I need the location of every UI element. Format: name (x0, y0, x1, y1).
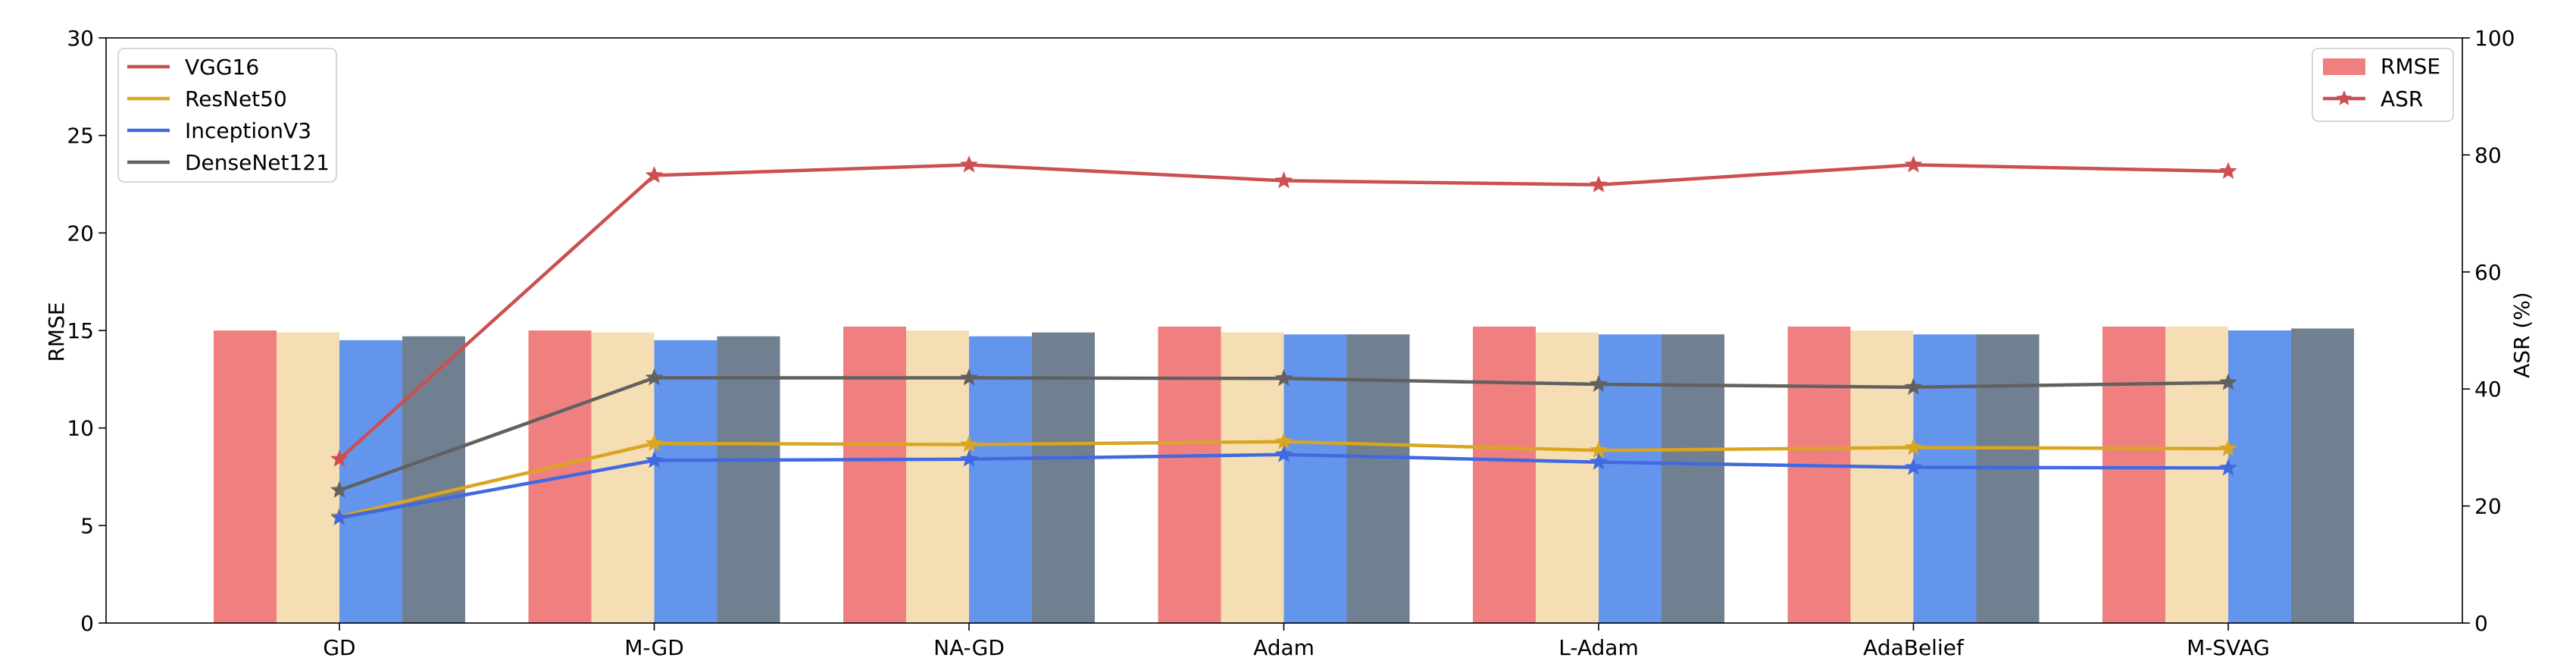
y-left-tick-label-6: 30 (67, 26, 94, 51)
legend-model-label-1: ResNet50 (185, 86, 287, 111)
point-asr-vgg16-1 (645, 166, 664, 183)
bar-inceptionv3-4 (1599, 334, 1662, 623)
bar-vgg16-0 (214, 330, 277, 623)
bar-densenet121-0 (402, 336, 465, 623)
x-tick-label-1: M-GD (624, 635, 684, 660)
x-tick-label-3: Adam (1253, 635, 1315, 660)
legend-rmse-label: RMSE (2381, 54, 2440, 79)
point-asr-inceptionv3-1 (645, 451, 664, 468)
point-asr-vgg16-0 (330, 449, 349, 467)
point-asr-vgg16-6 (2219, 161, 2237, 179)
bar-resnet50-5 (1850, 330, 1914, 623)
legend-model-label-2: InceptionV3 (185, 118, 311, 143)
point-asr-inceptionv3-0 (330, 508, 349, 525)
point-asr-vgg16-5 (1904, 155, 1923, 173)
legend-asr-label: ASR (2381, 86, 2423, 111)
x-tick-label-0: GD (323, 635, 355, 660)
y-right-tick-label-3: 60 (2474, 260, 2502, 285)
y-right-axis-title: ASR (%) (2509, 292, 2534, 378)
point-asr-resnet50-6 (2219, 439, 2237, 456)
x-tick-label-6: M-SVAG (2187, 635, 2270, 660)
legend-model-label-3: DenseNet121 (185, 150, 330, 175)
bar-inceptionv3-0 (339, 340, 402, 623)
point-asr-vgg16-4 (1590, 175, 1608, 193)
bar-densenet121-4 (1662, 334, 1724, 623)
bar-vgg16-4 (1473, 326, 1536, 623)
bar-vgg16-2 (843, 326, 906, 623)
y-left-tick-label-1: 5 (80, 513, 94, 538)
x-tick-label-2: NA-GD (933, 635, 1005, 660)
bar-resnet50-6 (2165, 326, 2228, 623)
x-tick-label-5: AdaBelief (1863, 635, 1965, 660)
point-asr-inceptionv3-6 (2219, 459, 2237, 476)
y-left-tick-label-4: 20 (67, 221, 94, 246)
point-asr-densenet121-5 (1904, 377, 1923, 395)
y-left-tick-label-2: 10 (67, 416, 94, 441)
point-asr-inceptionv3-4 (1590, 452, 1608, 470)
point-asr-resnet50-1 (645, 434, 664, 451)
bar-resnet50-2 (906, 330, 969, 623)
bar-resnet50-4 (1536, 332, 1599, 623)
bar-inceptionv3-3 (1283, 334, 1347, 623)
y-left-tick-label-0: 0 (80, 611, 94, 636)
bar-inceptionv3-6 (2228, 330, 2291, 623)
bar-vgg16-5 (1787, 326, 1851, 623)
bar-densenet121-2 (1032, 332, 1095, 623)
legend-asr-swatch-star (2336, 90, 2352, 105)
bar-densenet121-6 (2291, 328, 2354, 623)
point-asr-inceptionv3-3 (1274, 445, 1293, 462)
point-asr-inceptionv3-2 (960, 449, 978, 467)
y-right-tick-label-0: 0 (2474, 611, 2488, 636)
legend-rmse-swatch (2323, 58, 2365, 75)
point-asr-vgg16-2 (960, 155, 978, 173)
point-asr-inceptionv3-5 (1904, 458, 1923, 475)
bar-resnet50-3 (1221, 332, 1284, 623)
legend-model-label-0: VGG16 (185, 55, 259, 80)
y-right-tick-label-1: 20 (2474, 494, 2502, 519)
bar-resnet50-1 (591, 332, 655, 623)
y-left-tick-label-3: 15 (67, 318, 94, 343)
point-asr-densenet121-3 (1274, 368, 1293, 387)
y-right-tick-label-2: 40 (2474, 377, 2502, 402)
bar-vgg16-3 (1158, 326, 1221, 623)
point-asr-densenet121-2 (960, 368, 978, 386)
bar-inceptionv3-1 (654, 340, 717, 623)
bar-densenet121-3 (1346, 334, 1410, 623)
x-tick-label-4: L-Adam (1558, 635, 1638, 660)
bar-densenet121-5 (1976, 334, 2040, 623)
y-left-axis-title: RMSE (44, 302, 69, 362)
point-asr-vgg16-3 (1274, 171, 1293, 189)
bar-densenet121-1 (717, 336, 780, 623)
y-right-tick-label-5: 100 (2474, 26, 2515, 51)
point-asr-densenet121-6 (2219, 373, 2237, 390)
bar-resnet50-0 (277, 332, 339, 623)
point-asr-resnet50-2 (960, 435, 978, 452)
y-left-tick-label-5: 25 (67, 124, 94, 149)
bar-inceptionv3-2 (969, 336, 1032, 623)
point-asr-densenet121-1 (645, 368, 664, 386)
y-right-tick-label-4: 80 (2474, 142, 2502, 168)
legend-models-box (117, 48, 337, 183)
point-asr-densenet121-0 (330, 481, 349, 498)
point-asr-densenet121-4 (1590, 374, 1608, 392)
bar-inceptionv3-5 (1913, 334, 1977, 623)
point-asr-resnet50-5 (1904, 438, 1923, 456)
bar-vgg16-6 (2102, 326, 2165, 623)
